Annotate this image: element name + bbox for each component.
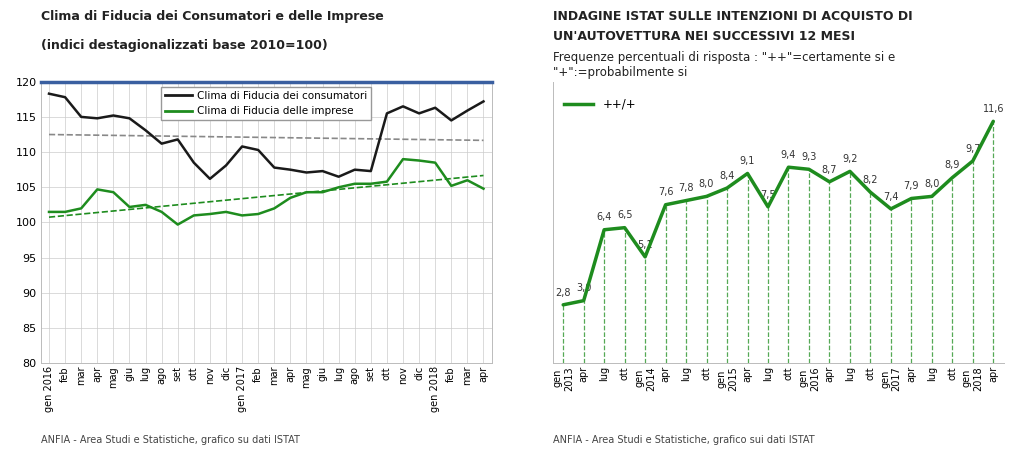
Text: 5,1: 5,1: [637, 240, 653, 250]
Text: 2,8: 2,8: [555, 287, 571, 297]
Text: 9,4: 9,4: [780, 150, 797, 160]
Text: 7,4: 7,4: [883, 192, 899, 202]
Text: 8,4: 8,4: [719, 171, 735, 181]
Text: "+":=probabilmente si: "+":=probabilmente si: [553, 66, 687, 79]
Text: Clima di Fiducia dei Consumatori e delle Imprese: Clima di Fiducia dei Consumatori e delle…: [41, 10, 384, 23]
Legend: ++/+: ++/+: [559, 93, 641, 116]
Text: 7,9: 7,9: [903, 181, 920, 191]
Text: 8,0: 8,0: [698, 179, 715, 189]
Text: ANFIA - Area Studi e Statistiche, grafico sui dati ISTAT: ANFIA - Area Studi e Statistiche, grafic…: [553, 435, 814, 445]
Text: 8,0: 8,0: [924, 179, 940, 189]
Text: 9,3: 9,3: [801, 152, 817, 162]
Text: (indici destagionalizzati base 2010=100): (indici destagionalizzati base 2010=100): [41, 39, 328, 52]
Text: INDAGINE ISTAT SULLE INTENZIONI DI ACQUISTO DI: INDAGINE ISTAT SULLE INTENZIONI DI ACQUI…: [553, 10, 912, 23]
Legend: Clima di Fiducia dei consumatori, Clima di Fiducia delle imprese: Clima di Fiducia dei consumatori, Clima …: [162, 87, 371, 120]
Text: UN'AUTOVETTURA NEI SUCCESSIVI 12 MESI: UN'AUTOVETTURA NEI SUCCESSIVI 12 MESI: [553, 30, 855, 43]
Text: 6,4: 6,4: [596, 212, 612, 222]
Text: 7,6: 7,6: [657, 188, 674, 197]
Text: 8,9: 8,9: [944, 160, 961, 170]
Text: 8,7: 8,7: [821, 164, 838, 174]
Text: 6,5: 6,5: [616, 210, 633, 220]
Text: 7,8: 7,8: [678, 183, 694, 193]
Text: 9,7: 9,7: [965, 143, 981, 153]
Text: Frequenze percentuali di risposta : "++"=certamente si e: Frequenze percentuali di risposta : "++"…: [553, 50, 895, 64]
Text: 9,1: 9,1: [739, 156, 756, 166]
Text: 9,2: 9,2: [842, 154, 858, 164]
Text: 7,5: 7,5: [760, 189, 776, 199]
Text: 3,0: 3,0: [575, 283, 592, 293]
Text: 11,6: 11,6: [983, 104, 1004, 114]
Text: ANFIA - Area Studi e Statistiche, grafico su dati ISTAT: ANFIA - Area Studi e Statistiche, grafic…: [41, 435, 300, 445]
Text: 8,2: 8,2: [862, 175, 879, 185]
